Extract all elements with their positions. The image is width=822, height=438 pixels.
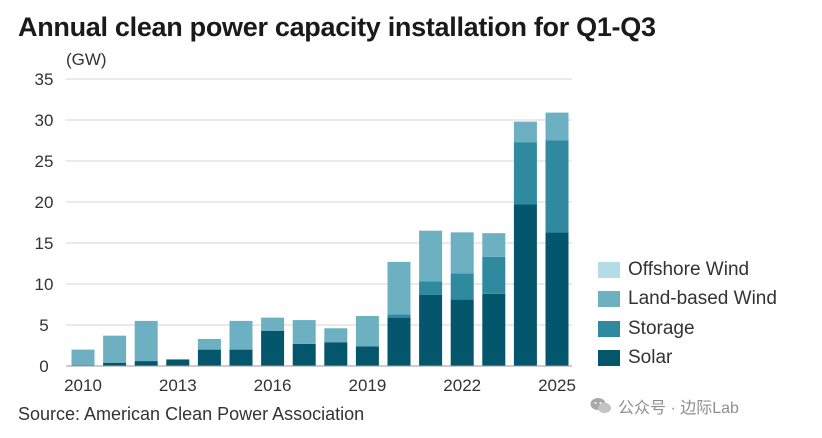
x-tick-label: 2016 (254, 376, 292, 395)
bar-land-based-wind-2012 (134, 320, 158, 362)
bar-solar-2015 (229, 349, 253, 366)
y-tick-label: 20 (35, 193, 54, 212)
bar-land-based-wind-2021 (419, 230, 443, 282)
bar-solar-2011 (103, 362, 127, 366)
x-tick-label: 2010 (64, 376, 102, 395)
bar-solar-2014 (197, 349, 221, 366)
bar-land-based-wind-2019 (355, 315, 379, 347)
bar-land-based-wind-2025 (545, 112, 569, 141)
bar-solar-2019 (355, 346, 379, 366)
bar-solar-2021 (419, 294, 443, 366)
bar-land-based-wind-2022 (450, 232, 474, 274)
bar-solar-2018 (324, 342, 348, 366)
bar-solar-2012 (134, 361, 158, 366)
x-tick-label: 2022 (443, 376, 481, 395)
bar-land-based-wind-2024 (513, 121, 537, 143)
bar-land-based-wind-2014 (197, 338, 221, 350)
legend-label: Offshore Wind (628, 258, 750, 280)
bar-storage-2022 (450, 273, 474, 300)
x-tick-label: 2013 (159, 376, 197, 395)
wechat-icon (590, 398, 611, 414)
bar-solar-2023 (482, 293, 506, 366)
legend-label: Land-based Wind (628, 288, 777, 310)
chart-title: Annual clean power capacity installation… (18, 12, 656, 42)
legend-item-offshore-wind: Offshore Wind (598, 255, 777, 285)
bar-solar-2013 (166, 359, 190, 366)
y-tick-label: 30 (35, 111, 54, 130)
legend-item-land-based-wind: Land-based Wind (598, 285, 777, 315)
y-axis-unit-label: (GW) (66, 50, 107, 69)
x-tick-label: 2025 (538, 376, 576, 395)
bar-solar-2017 (292, 343, 316, 366)
bar-solar-2022 (450, 299, 474, 366)
bar-storage-2025 (545, 140, 569, 233)
bar-land-based-wind-2020 (387, 261, 411, 315)
bars (71, 112, 569, 366)
y-tick-label: 0 (39, 357, 48, 376)
bar-land-based-wind-2010 (71, 349, 95, 366)
x-tick-label: 2019 (348, 376, 386, 395)
bar-land-based-wind-2011 (103, 335, 127, 363)
bar-solar-2016 (261, 330, 285, 366)
legend-swatch (598, 320, 620, 337)
legend-item-solar: Solar (598, 344, 777, 374)
legend-swatch (598, 261, 620, 278)
bar-land-based-wind-2023 (482, 233, 506, 257)
legend-swatch (598, 350, 620, 367)
bar-solar-2020 (387, 317, 411, 366)
bar-land-based-wind-2018 (324, 328, 348, 343)
bar-storage-2023 (482, 256, 506, 294)
y-tick-label: 25 (35, 152, 54, 171)
bar-storage-2024 (513, 142, 537, 205)
legend-item-storage: Storage (598, 314, 777, 344)
watermark: 公众号 · 边际Lab (590, 394, 739, 418)
bar-land-based-wind-2016 (261, 317, 285, 331)
bar-solar-2025 (545, 232, 569, 366)
legend-label: Storage (628, 317, 695, 339)
source-note: Source: American Clean Power Association (18, 404, 365, 424)
bar-land-based-wind-2015 (229, 320, 253, 350)
watermark-text: 公众号 · 边际Lab (618, 400, 739, 417)
y-tick-label: 15 (35, 234, 54, 253)
bar-storage-2021 (419, 281, 443, 295)
y-tick-label: 10 (35, 275, 54, 294)
bar-storage-2020 (387, 314, 411, 318)
bar-land-based-wind-2017 (292, 320, 316, 344)
y-tick-label: 35 (35, 70, 54, 89)
legend-swatch (598, 291, 620, 308)
y-tick-label: 5 (39, 316, 48, 335)
bar-solar-2024 (513, 204, 537, 366)
legend-label: Solar (628, 347, 673, 369)
legend: Offshore Wind Land-based Wind Storage Solar (598, 255, 777, 373)
